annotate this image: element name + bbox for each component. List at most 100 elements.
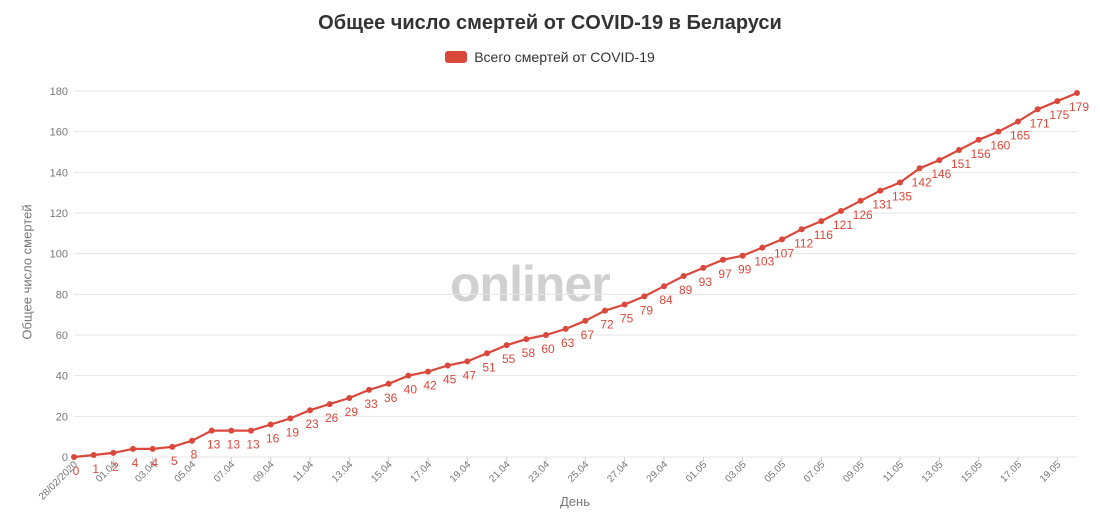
x-tick-label: 05.05 [763,459,789,485]
data-label: 99 [738,263,752,277]
x-tick-label: 21.04 [487,459,513,485]
legend-label: Всего смертей от COVID-19 [474,49,655,65]
x-tick-label: 11.04 [291,459,316,484]
data-point [248,427,254,434]
data-point [503,342,510,349]
data-label: 160 [990,139,1010,153]
x-tick-label: 01.05 [684,459,710,485]
data-point [1034,106,1041,113]
data-point [897,179,903,186]
data-point [1015,118,1021,125]
data-label: 45 [443,373,457,387]
data-label: 60 [541,342,555,356]
x-tick-label: 23.04 [527,459,553,485]
data-point [130,445,136,452]
data-label: 36 [384,391,398,405]
x-tick-label: 15.04 [369,459,395,485]
data-point [307,407,313,414]
series-line [73,91,1078,459]
data-label: 47 [463,368,477,382]
data-point [149,445,156,452]
data-label: 97 [718,267,732,281]
data-label: 175 [1049,108,1069,122]
x-tick-label: 17.05 [999,459,1025,485]
x-tick-label: 09.04 [251,459,277,485]
data-point [366,386,372,393]
data-label: 156 [971,147,991,161]
data-point [267,421,274,428]
x-tick-label: 25.04 [566,459,592,485]
data-label: 13 [227,438,241,452]
data-point [956,146,962,153]
data-label: 29 [345,405,359,419]
data-label: 75 [620,312,634,326]
data-point [1074,90,1080,97]
x-tick-label: 07.05 [802,459,828,485]
data-label: 107 [774,246,794,260]
x-tick-label: 03.05 [723,459,749,485]
x-tick-label: 09.05 [841,459,867,485]
data-point [975,136,982,143]
x-tick-label: 29.04 [645,459,671,485]
data-label: 19 [286,425,300,439]
data-point [90,451,97,458]
data-point [543,332,549,338]
legend[interactable]: Всего смертей от COVID-19 [0,49,1100,65]
data-label: 5 [171,454,178,468]
data-label: 165 [1010,129,1030,143]
data-label: 13 [207,438,221,452]
data-point [484,350,490,357]
data-point [562,325,569,332]
data-point [228,427,235,434]
data-label: 4 [151,456,158,470]
x-tick-label: 15.05 [959,459,985,485]
data-label: 126 [853,208,873,222]
data-label: 79 [640,303,654,317]
data-point [680,273,687,280]
data-label: 93 [699,275,713,289]
data-label: 4 [132,456,139,470]
data-point [189,437,195,444]
x-tick-label: 19.05 [1038,459,1064,485]
data-label: 23 [305,417,319,431]
data-point [602,307,608,314]
data-label: 2 [112,460,119,474]
y-tick-label: 0 [62,452,68,464]
y-tick-label: 120 [50,208,68,220]
x-tick-label: 11.05 [881,459,906,484]
data-point [877,187,884,194]
data-label: 16 [266,431,280,445]
data-point [641,293,648,300]
data-label: 112 [794,236,813,250]
y-tick-label: 40 [56,371,68,383]
legend-swatch [445,51,468,63]
data-point [759,244,766,251]
data-point [661,283,667,290]
data-point [1054,98,1061,105]
data-point [287,415,294,422]
data-point [700,264,707,271]
x-tick-label: 13.04 [330,459,356,485]
y-tick-label: 180 [50,86,68,98]
data-point [936,157,943,164]
data-point [995,128,1002,135]
data-point [857,197,864,204]
data-label: 103 [754,255,774,269]
data-label: 1 [92,462,99,476]
data-point [739,252,746,259]
data-label: 13 [246,438,260,452]
data-point [798,226,805,233]
data-point [818,218,825,225]
data-label: 171 [1030,116,1050,130]
data-label: 63 [561,336,575,350]
data-label: 116 [814,228,833,242]
data-point [523,336,530,343]
chart-title: Общее число смертей от COVID-19 в Белару… [318,12,782,34]
data-point [582,317,589,324]
y-tick-label: 80 [56,289,68,301]
data-point [464,358,471,365]
data-point [326,401,333,408]
data-label: 0 [73,464,80,478]
